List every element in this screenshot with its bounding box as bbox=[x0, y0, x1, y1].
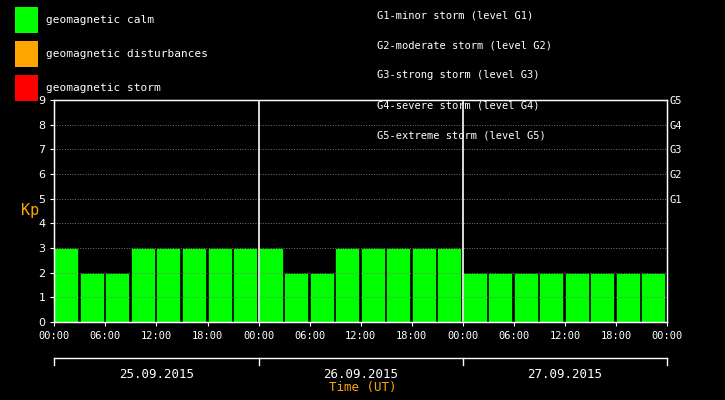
Text: geomagnetic calm: geomagnetic calm bbox=[46, 15, 154, 25]
Bar bbox=[259, 248, 283, 322]
Bar bbox=[489, 273, 513, 322]
Bar bbox=[565, 273, 589, 322]
Text: 27.09.2015: 27.09.2015 bbox=[527, 368, 602, 381]
Bar bbox=[335, 248, 359, 322]
Text: Time (UT): Time (UT) bbox=[328, 381, 397, 394]
Text: G2-moderate storm (level G2): G2-moderate storm (level G2) bbox=[377, 40, 552, 50]
Bar bbox=[310, 273, 334, 322]
Text: geomagnetic storm: geomagnetic storm bbox=[46, 83, 161, 93]
Bar bbox=[131, 248, 155, 322]
Bar bbox=[233, 248, 257, 322]
Bar bbox=[54, 248, 78, 322]
Text: G3-strong storm (level G3): G3-strong storm (level G3) bbox=[377, 70, 539, 80]
Y-axis label: Kp: Kp bbox=[21, 204, 39, 218]
Bar bbox=[80, 273, 104, 322]
Bar bbox=[386, 248, 410, 322]
Text: G5-extreme storm (level G5): G5-extreme storm (level G5) bbox=[377, 130, 546, 140]
Bar bbox=[105, 273, 130, 322]
Bar bbox=[207, 248, 231, 322]
Bar bbox=[463, 273, 486, 322]
Text: 26.09.2015: 26.09.2015 bbox=[323, 368, 398, 381]
Bar bbox=[157, 248, 181, 322]
Text: G1-minor storm (level G1): G1-minor storm (level G1) bbox=[377, 10, 534, 20]
Bar bbox=[284, 273, 308, 322]
Bar bbox=[514, 273, 538, 322]
Text: G4-severe storm (level G4): G4-severe storm (level G4) bbox=[377, 100, 539, 110]
Bar bbox=[642, 273, 666, 322]
Bar bbox=[590, 273, 614, 322]
Bar bbox=[437, 248, 461, 322]
Text: geomagnetic disturbances: geomagnetic disturbances bbox=[46, 49, 208, 59]
Bar bbox=[182, 248, 206, 322]
Bar bbox=[539, 273, 563, 322]
Text: 25.09.2015: 25.09.2015 bbox=[119, 368, 194, 381]
Bar bbox=[412, 248, 436, 322]
Bar bbox=[360, 248, 385, 322]
Bar bbox=[616, 273, 640, 322]
